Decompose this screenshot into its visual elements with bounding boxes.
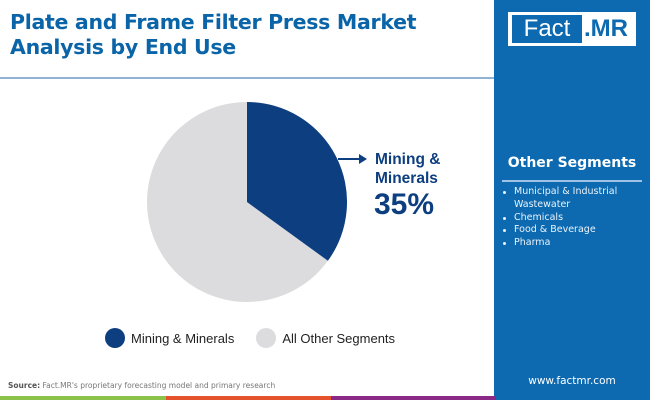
pie-slice-mining-minerals — [247, 102, 347, 261]
footer-bar-purple — [331, 396, 496, 400]
website-link[interactable]: www.factmr.com — [528, 375, 616, 387]
footer-bar-green — [0, 396, 166, 400]
source-text: Fact.MR's proprietary forecasting model … — [42, 381, 276, 390]
chart-legend: Mining & Minerals All Other Segments — [105, 326, 417, 350]
legend-swatch-all-other-segments — [256, 328, 277, 348]
factmr-logo: Fact .MR — [508, 12, 636, 46]
source-note: Source: Fact.MR's proprietary forecastin… — [8, 381, 275, 391]
callout-label: Mining & Minerals — [375, 151, 441, 187]
footer-bar-orange — [166, 396, 331, 400]
legend-item-mining-minerals: Mining & Minerals — [105, 328, 234, 348]
logo-mr-text: .MR — [584, 15, 628, 42]
legend-label: All Other Segments — [282, 330, 396, 346]
callout-value: 35% — [374, 188, 435, 221]
chart-panel: Plate and Frame Filter Press Market Anal… — [0, 10, 494, 79]
footer-bar-blue — [496, 396, 650, 400]
legend-swatch-mining-minerals — [105, 328, 125, 348]
page-title: Plate and Frame Filter Press Market Anal… — [10, 10, 417, 59]
source-label: Source: — [8, 381, 41, 390]
pie-chart — [147, 102, 347, 302]
logo-fact-text: Fact — [512, 15, 582, 43]
title-divider — [0, 77, 494, 79]
legend-item-all-other-segments: All Other Segments — [256, 328, 395, 348]
legend-label: Mining & Minerals — [131, 330, 235, 346]
other-segments-divider — [502, 180, 642, 182]
callout-leader-line — [338, 158, 362, 160]
list-item: Municipal & Industrial Wastewater — [501, 186, 646, 212]
other-segments-title: Other Segments — [507, 155, 637, 171]
list-item: Food & Beverage — [501, 224, 646, 237]
sidebar — [494, 0, 650, 396]
list-item: Pharma — [501, 237, 646, 250]
other-segments-list: Municipal & Industrial Wastewater Chemic… — [501, 186, 646, 250]
arrow-right-icon — [359, 154, 367, 164]
list-item: Chemicals — [501, 212, 646, 225]
